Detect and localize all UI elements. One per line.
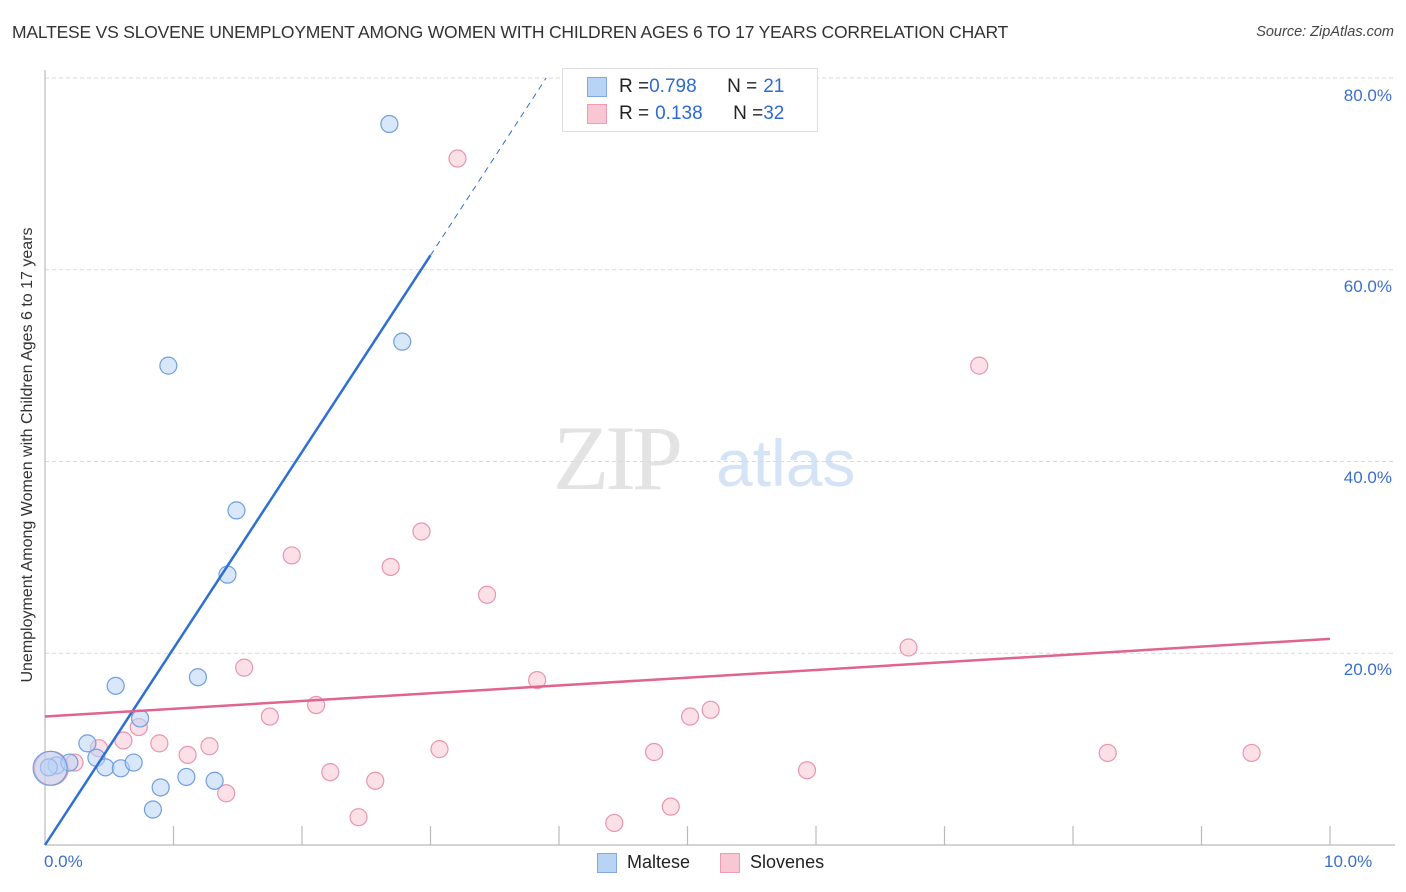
data-point [32, 750, 68, 786]
data-point [217, 784, 236, 803]
legend-slovenes-label[interactable]: Slovenes [750, 852, 825, 872]
data-point [260, 707, 279, 726]
data-point [106, 676, 125, 695]
data-point [477, 585, 497, 604]
data-point [200, 737, 219, 756]
data-point [380, 114, 399, 134]
data-point [393, 332, 412, 351]
data-point [899, 638, 918, 657]
y-axis-label: Unemployment Among Women with Children A… [19, 227, 36, 683]
source-label: Source: ZipAtlas.com [1256, 24, 1394, 40]
watermark-atlas: atlas [716, 426, 856, 500]
maltese-trendline [43, 254, 432, 846]
legend-row-maltese: R = 0.798 N = 21 [587, 75, 784, 99]
y-tick-20: 20.0% [1343, 660, 1392, 679]
data-point [151, 778, 170, 797]
data-point [381, 557, 400, 577]
maltese-series [32, 114, 412, 819]
data-point [528, 670, 547, 690]
slovenes-series [33, 149, 1261, 833]
maltese-n-value: 21 [763, 76, 785, 97]
series-legend: Maltese Slovenes [597, 852, 824, 873]
data-point [205, 771, 224, 790]
maltese-swatch-icon [587, 77, 607, 97]
slovenes-n-value: 32 [763, 103, 785, 124]
data-point [130, 709, 150, 728]
data-point [430, 740, 449, 759]
data-point [321, 763, 340, 782]
data-point [701, 700, 720, 719]
data-point [680, 707, 700, 726]
data-point [150, 734, 169, 753]
maltese-legend-icon [597, 852, 617, 873]
data-point [177, 767, 196, 787]
data-point [188, 668, 208, 687]
data-point [1098, 743, 1117, 763]
data-point [159, 356, 178, 375]
x-tick-10: 10.0% [1324, 852, 1373, 871]
y-tick-40: 40.0% [1343, 468, 1392, 487]
slovenes-swatch-icon [587, 104, 607, 124]
data-point [78, 734, 97, 753]
n-label: N = [733, 103, 764, 124]
maltese-trendline-extension [430, 77, 547, 256]
data-point [143, 800, 163, 819]
maltese-r-value: 0.798 [649, 76, 697, 97]
data-point [412, 522, 431, 541]
slovenes-trendline [44, 637, 1331, 718]
data-point [114, 731, 133, 750]
data-point [644, 742, 664, 762]
data-point [605, 813, 624, 833]
data-point [282, 546, 301, 565]
gridlines [45, 77, 1395, 654]
chart-title: MALTESE VS SLOVENE UNEMPLOYMENT AMONG WO… [12, 22, 1009, 42]
watermark-zip: ZIP [553, 407, 683, 509]
x-tick-0: 0.0% [44, 852, 83, 871]
legend-maltese-label[interactable]: Maltese [627, 852, 691, 872]
slovenes-r-value: 0.138 [655, 103, 703, 124]
correlation-legend: R = 0.798 N = 21 R = 0.138 N = 32 [562, 68, 818, 132]
trendlines [43, 77, 1331, 846]
y-tick-80: 80.0% [1343, 86, 1392, 105]
axes [44, 70, 1395, 846]
data-point [235, 658, 254, 677]
data-point [124, 753, 143, 772]
r-label: R = [619, 103, 650, 124]
data-point [178, 745, 197, 764]
r-label: R = [619, 76, 650, 97]
legend-row-slovenes: R = 0.138 N = 32 [587, 102, 784, 126]
data-point [970, 356, 989, 375]
data-point [1242, 743, 1261, 763]
data-point [349, 808, 368, 827]
data-point [366, 771, 385, 790]
data-point [797, 761, 817, 780]
n-label: N = [727, 76, 758, 97]
slovenes-legend-icon [720, 852, 741, 873]
data-point [448, 149, 467, 168]
data-point [227, 501, 246, 520]
y-tick-60: 60.0% [1343, 277, 1392, 296]
data-point [661, 797, 680, 816]
